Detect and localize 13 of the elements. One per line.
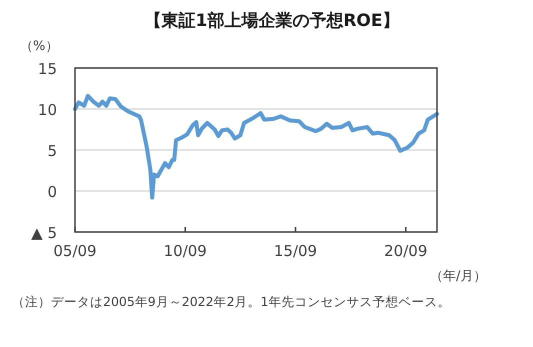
x-axis-title: （年/月）: [430, 269, 486, 284]
x-tick-label: 20/09: [384, 242, 428, 260]
y-axis-title: （%）: [20, 39, 58, 54]
y-tick-label: 15: [38, 60, 57, 78]
text: （注）データは2005年9月～2022年2月。1年先コンセンサス予想ベース。: [12, 294, 450, 309]
x-tick-label: 05/09: [53, 242, 97, 260]
chart-title: 【東証1部上場企業の予想ROE】: [144, 11, 400, 31]
y-tick-label: 5: [47, 142, 57, 160]
x-tick-label: 10/09: [164, 242, 207, 260]
y-tick-label: 0: [47, 183, 57, 201]
y-tick-label: ▲ 5: [31, 224, 57, 242]
x-tick-label: 15/09: [274, 242, 318, 260]
y-tick-label: 10: [38, 101, 57, 119]
